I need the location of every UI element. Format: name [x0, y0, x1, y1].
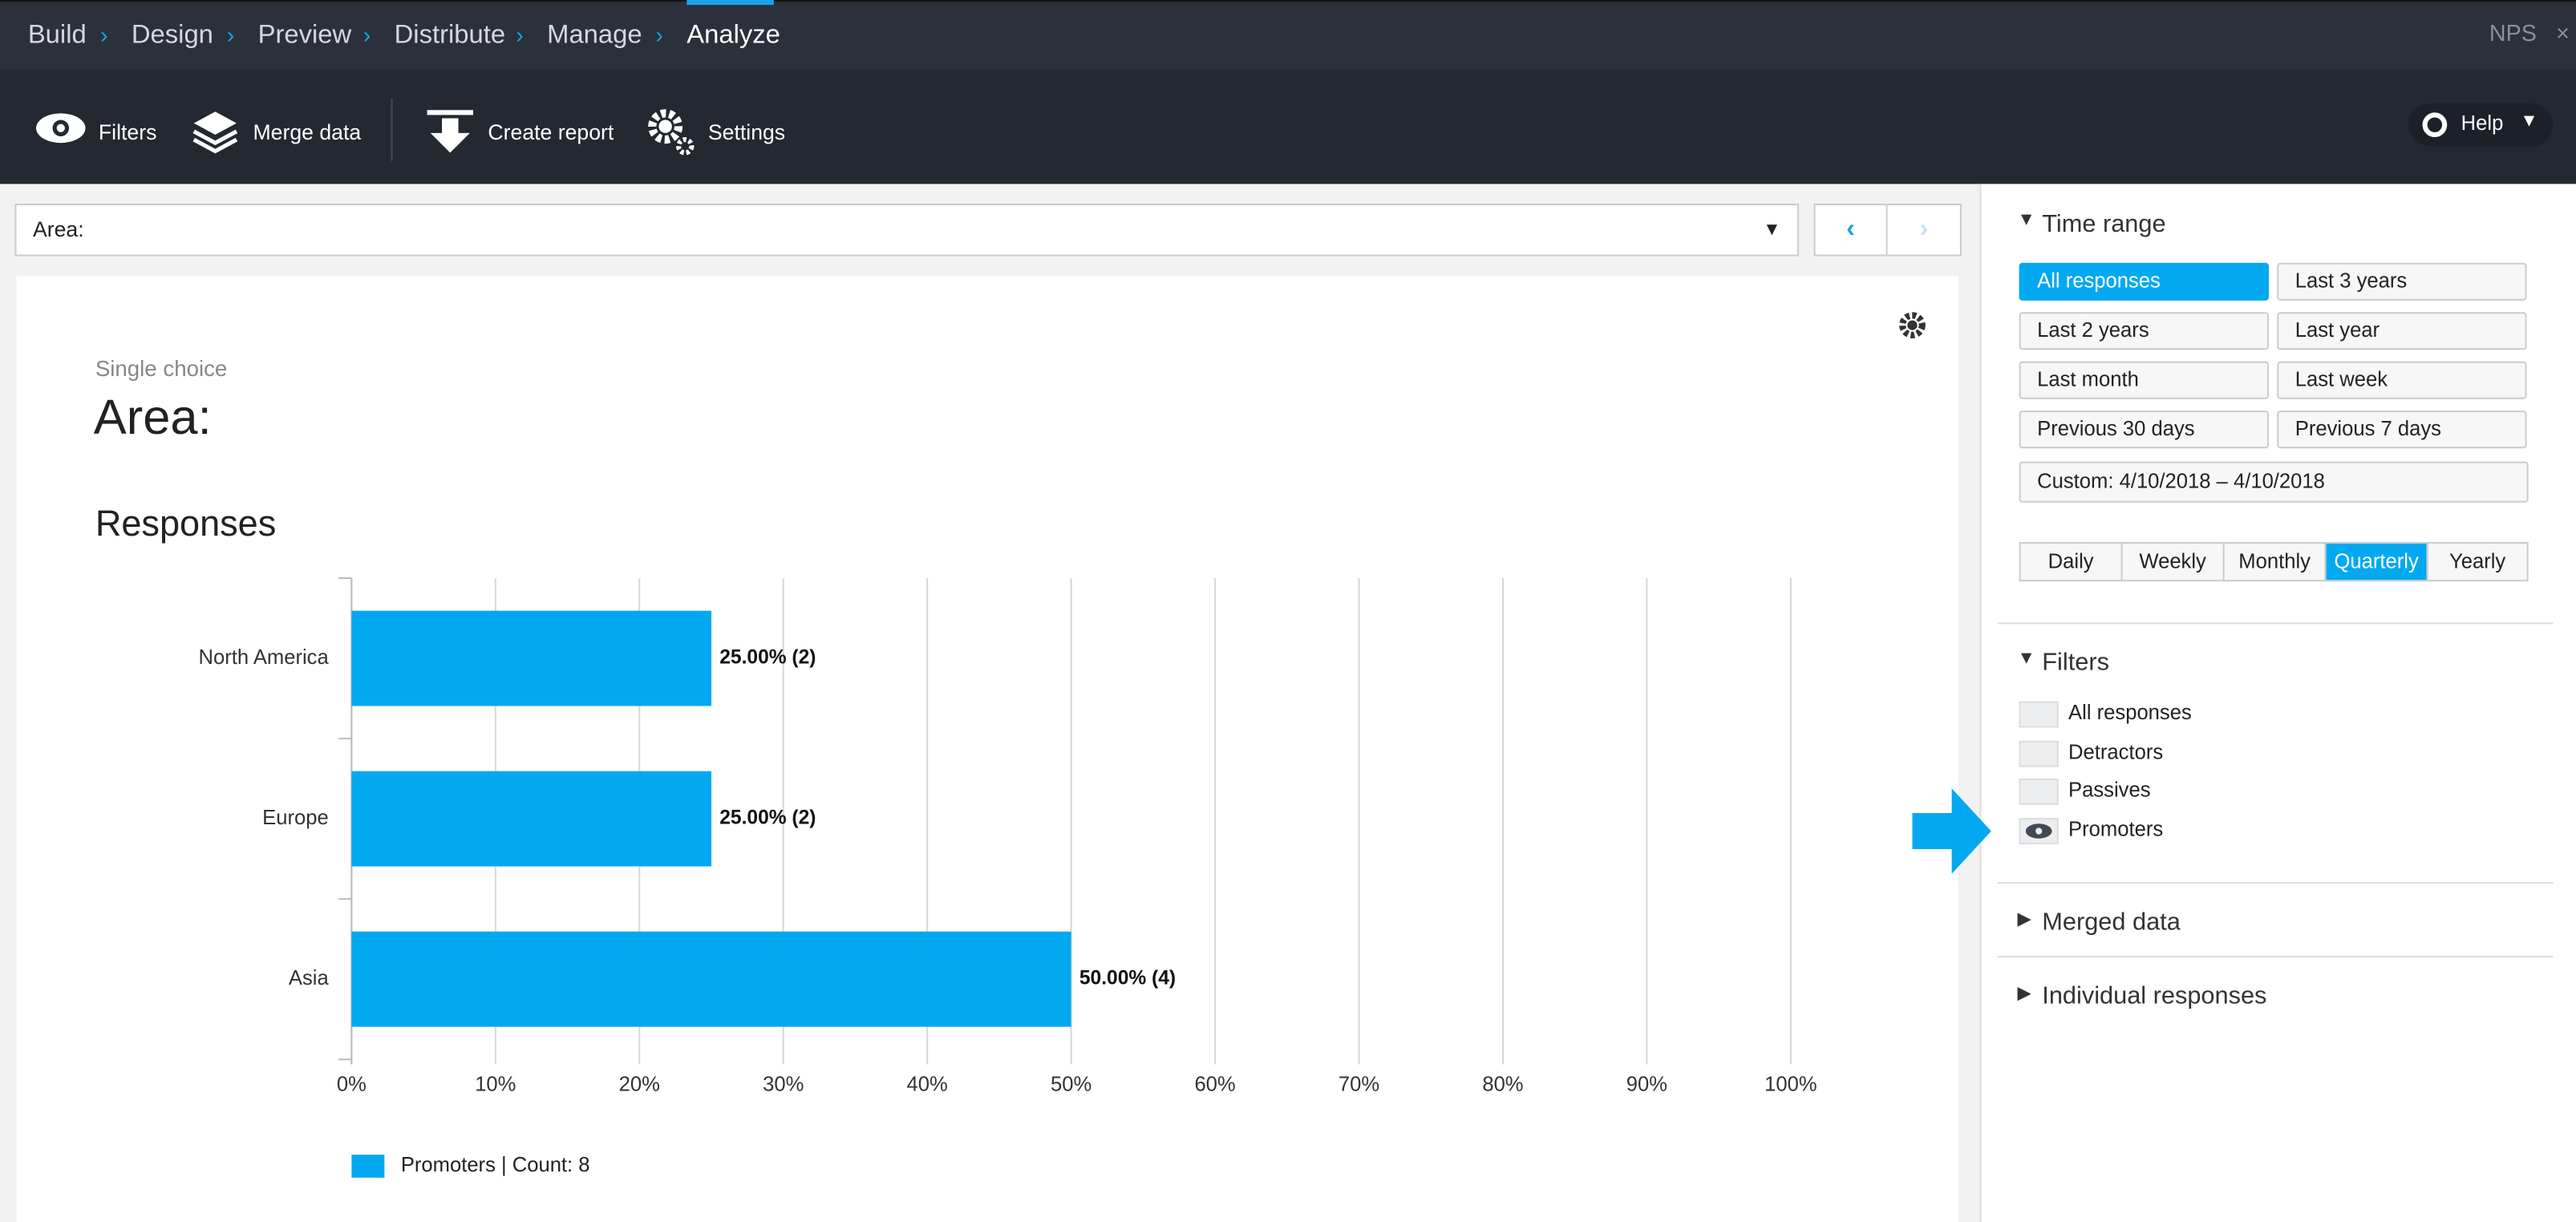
report-panel — [16, 276, 1958, 1222]
time-option[interactable]: Previous 30 days — [2019, 411, 2269, 449]
data-label: 25.00% (2) — [719, 647, 816, 669]
section-title: Filters — [2042, 649, 2109, 677]
toolbar-item[interactable]: Merge data — [253, 119, 362, 145]
nav-step[interactable]: Distribute — [394, 21, 506, 50]
question-title: Area: — [93, 390, 212, 446]
chart-settings[interactable] — [1898, 310, 1927, 340]
time-option[interactable]: Previous 7 days — [2277, 411, 2527, 449]
chevron: › — [226, 21, 235, 48]
x-tick-label: 20% — [619, 1074, 660, 1096]
toolbar-item[interactable]: Settings — [707, 119, 786, 145]
interval-option[interactable]: Weekly — [2120, 541, 2225, 582]
time-option[interactable]: Last week — [2277, 361, 2527, 399]
time-option[interactable]: Last 3 years — [2277, 262, 2527, 301]
nav-step[interactable]: Build — [27, 21, 87, 50]
legend-label: Promoters | Count: 8 — [401, 1154, 590, 1176]
time-option[interactable]: Last year — [2277, 312, 2527, 350]
layers-icon — [192, 111, 238, 154]
bar — [351, 610, 712, 706]
section-title[interactable]: Merged data — [2042, 908, 2181, 937]
eye-icon — [36, 113, 86, 144]
interval-option[interactable]: Daily — [2019, 541, 2123, 582]
time-option[interactable]: Custom: 4/10/2018 – 4/10/2018 — [2019, 461, 2529, 503]
chevron: › — [99, 21, 108, 48]
next-button[interactable]: › — [1887, 204, 1962, 257]
nav-step[interactable]: Manage — [547, 21, 642, 50]
toolbar: Filters Merge data Create report Setting… — [0, 69, 2576, 184]
chevron: › — [516, 21, 524, 48]
nav-step[interactable]: Analyze — [687, 21, 780, 50]
x-tick-label: 80% — [1482, 1074, 1523, 1096]
help-button[interactable]: Help ▼ — [2408, 103, 2554, 147]
x-tick-label: 30% — [763, 1074, 804, 1096]
time-option[interactable]: Last 2 years — [2019, 312, 2269, 350]
data-label: 25.00% (2) — [719, 807, 816, 829]
x-tick-label: 10% — [475, 1074, 516, 1096]
divider — [1997, 881, 2554, 884]
x-tick-label: 60% — [1194, 1074, 1235, 1096]
filter-option[interactable]: Detractors — [2068, 739, 2164, 763]
settings-icon — [648, 109, 695, 156]
chevron: › — [363, 21, 371, 48]
download-icon — [427, 110, 473, 153]
interval-option[interactable]: Monthly — [2222, 541, 2327, 582]
active-indicator — [687, 0, 774, 6]
dropdown-label: Area: — [32, 216, 84, 242]
section-title: Time range — [2042, 210, 2166, 239]
sidebar — [1979, 184, 2576, 1222]
question-dropdown[interactable]: Area: ▼ — [14, 204, 1800, 257]
bar — [351, 771, 712, 867]
filter-checkbox[interactable] — [2019, 817, 2059, 844]
chevron: › — [655, 21, 663, 48]
help-icon — [2422, 112, 2448, 138]
expand-icon: ▶ — [2017, 983, 2031, 1004]
time-option[interactable]: All responses — [2019, 262, 2269, 301]
x-tick-label: 70% — [1339, 1074, 1379, 1096]
bar — [351, 931, 1071, 1027]
divider — [1997, 622, 2554, 625]
x-tick-label: 0% — [337, 1074, 367, 1096]
section-title[interactable]: Individual responses — [2042, 981, 2267, 1010]
help-label: Help — [2461, 111, 2504, 135]
x-tick-label: 40% — [907, 1074, 948, 1096]
question-type: Single choice — [95, 356, 228, 382]
legend-swatch — [351, 1155, 385, 1178]
interval-option[interactable]: Yearly — [2426, 541, 2529, 582]
prev-button[interactable]: ‹ — [1813, 204, 1888, 257]
collapse-icon: ▼ — [2017, 210, 2035, 230]
y-tick-label: Europe — [262, 807, 329, 829]
close[interactable]: × — [2556, 19, 2570, 47]
data-label: 50.00% (4) — [1079, 968, 1176, 989]
nav-step[interactable]: Design — [131, 21, 213, 50]
filter-option[interactable]: Passives — [2068, 778, 2151, 802]
section-title: Responses — [95, 502, 277, 544]
filter-option[interactable]: All responses — [2068, 701, 2192, 725]
y-tick-label: North America — [199, 646, 330, 669]
time-option[interactable]: Last month — [2019, 361, 2269, 399]
filter-checkbox[interactable] — [2019, 701, 2059, 728]
nav-step[interactable]: Preview — [257, 21, 352, 50]
separator — [391, 98, 393, 161]
collapse-icon: ▼ — [2017, 649, 2035, 669]
caret: ▼ — [1763, 220, 1781, 241]
x-tick-label: 100% — [1764, 1074, 1817, 1096]
x-tick-label: 50% — [1051, 1074, 1092, 1096]
survey-name: NPS — [2489, 19, 2537, 47]
interval-option[interactable]: Quarterly — [2324, 541, 2428, 582]
toolbar-item[interactable]: Filters — [98, 119, 157, 145]
nav-bar: NPS × Build Design › Preview › Distribute › Man… — [0, 0, 2576, 70]
filter-option[interactable]: Promoters — [2068, 817, 2164, 840]
y-tick-label: Asia — [289, 967, 330, 989]
pointer-arrow — [1912, 788, 1991, 874]
x-tick-label: 90% — [1626, 1074, 1667, 1096]
divider — [1997, 956, 2554, 958]
bar-chart: 0% 10% 20% 30% 40% 50% 60% 70% 80% 90% 100% North A… — [199, 577, 1817, 1178]
filter-checkbox[interactable] — [2019, 778, 2059, 805]
caret: ▼ — [2520, 111, 2538, 132]
expand-icon: ▶ — [2017, 909, 2031, 930]
toolbar-item[interactable]: Create report — [488, 119, 614, 145]
filter-checkbox[interactable] — [2019, 739, 2059, 767]
